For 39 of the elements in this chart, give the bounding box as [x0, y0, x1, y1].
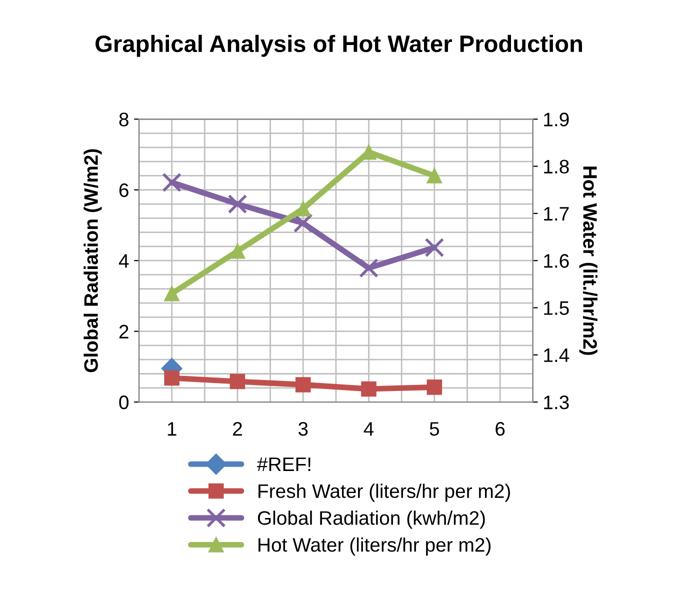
point — [228, 194, 248, 214]
point — [230, 374, 246, 390]
x-tick-label: 6 — [496, 422, 505, 436]
y2-tick-label: 1.3 — [544, 396, 569, 410]
point — [361, 381, 376, 397]
y2-tick-label: 1.9 — [544, 112, 569, 126]
x-tick-label: 5 — [430, 422, 440, 436]
y-tick-label: 0 — [119, 396, 129, 410]
x-tick-label: 3 — [298, 422, 308, 436]
chart-title: Graphical Analysis of Hot Water Production — [96, 34, 582, 57]
point — [359, 258, 378, 278]
legend-label: #REF! — [257, 458, 310, 471]
y-tick-label: 4 — [118, 254, 129, 268]
y2-tick-label: 1.7 — [544, 207, 569, 220]
point — [164, 370, 180, 386]
y-tick-label: 6 — [119, 183, 128, 198]
legend-label: Fresh Water (liters/hr per m2) — [258, 484, 510, 502]
point — [230, 244, 246, 259]
point — [162, 172, 182, 192]
x-tick-label: 1 — [168, 422, 176, 436]
y2-tick-label: 1.4 — [544, 348, 570, 362]
y2-tick-label: 1.5 — [544, 301, 569, 315]
point — [164, 286, 180, 302]
y2-tick-label: 1.6 — [544, 254, 569, 268]
y2-tick-label: 1.8 — [544, 160, 569, 174]
point — [293, 213, 313, 233]
legend-label: Global Radiation (kwh/m2) — [258, 510, 485, 529]
y-tick-label: 8 — [119, 112, 128, 126]
y2-axis-title: Hot Water (lit./hr/m2) — [579, 166, 598, 355]
y-tick-label: 2 — [119, 324, 128, 338]
point — [426, 168, 442, 184]
y-axis-title: Global Radiation (W/m2) — [84, 149, 102, 372]
legend-label: Hot Water (liters/hr per m2) — [258, 537, 491, 556]
x-tick-label: 2 — [233, 422, 242, 436]
point — [426, 380, 442, 395]
point — [424, 238, 444, 258]
point — [295, 377, 311, 392]
point — [295, 201, 311, 216]
x-tick-label: 4 — [364, 422, 374, 436]
